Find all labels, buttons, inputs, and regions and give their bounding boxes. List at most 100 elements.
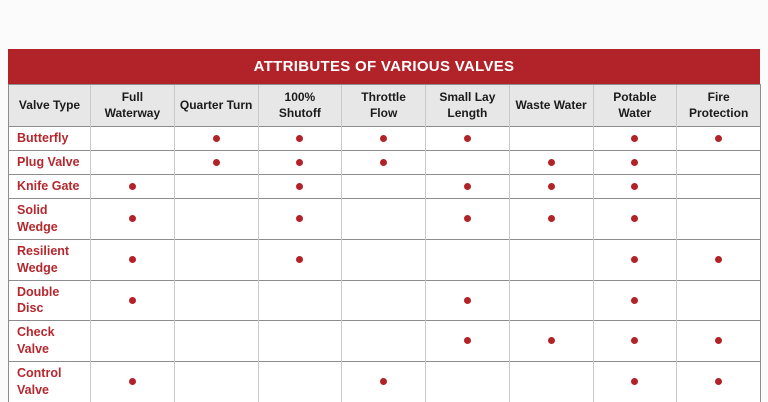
row-label: Double Disc — [8, 279, 91, 321]
attribute-cell — [257, 150, 342, 175]
dot-icon — [631, 158, 639, 166]
attribute-cell — [257, 126, 342, 151]
dot-icon — [128, 215, 136, 223]
attribute-cell — [90, 279, 175, 321]
attribute-cell — [257, 174, 342, 199]
table-row: Resilient Wedge — [8, 238, 761, 280]
attribute-cell — [257, 320, 342, 362]
dot-icon — [128, 378, 136, 386]
dot-icon — [296, 255, 304, 263]
attribute-cell — [341, 238, 426, 280]
dot-icon — [631, 215, 639, 223]
attribute-cell — [90, 238, 175, 280]
attribute-cell — [173, 320, 258, 362]
attribute-cell — [425, 361, 510, 402]
attribute-cell — [508, 150, 593, 175]
attribute-cell — [508, 198, 593, 240]
attribute-cell — [508, 174, 593, 199]
column-header: Valve Type — [8, 84, 91, 127]
attribute-cell — [341, 174, 426, 199]
dot-icon — [463, 182, 471, 190]
attribute-cell — [90, 320, 175, 362]
valves-table: Valve Type Full Waterway Quarter Turn 100% … — [8, 84, 761, 402]
attribute-cell — [341, 320, 426, 362]
attribute-cell — [173, 150, 258, 175]
attribute-cell — [676, 320, 761, 362]
attribute-cell — [676, 279, 761, 321]
dot-icon — [631, 378, 639, 386]
table-header: Valve Type Full Waterway Quarter Turn 100% … — [8, 84, 761, 127]
attribute-cell — [676, 174, 761, 199]
attribute-cell — [257, 361, 342, 402]
dot-icon — [463, 337, 471, 345]
attribute-cell — [257, 198, 342, 240]
attribute-cell — [425, 126, 510, 151]
dot-icon — [128, 182, 136, 190]
table-row: Plug Valve — [8, 150, 761, 175]
dot-icon — [296, 158, 304, 166]
dot-icon — [547, 337, 555, 345]
attribute-cell — [173, 279, 258, 321]
dot-icon — [380, 378, 388, 386]
dot-icon — [547, 158, 555, 166]
dot-icon — [212, 158, 220, 166]
attribute-cell — [257, 238, 342, 280]
column-header: 100% Shutoff — [257, 84, 342, 127]
attribute-cell — [508, 238, 593, 280]
table-row: Solid Wedge — [8, 198, 761, 240]
column-header: Small Lay Length — [425, 84, 510, 127]
attribute-cell — [592, 279, 677, 321]
row-label: Resilient Wedge — [8, 238, 91, 280]
attribute-cell — [341, 361, 426, 402]
row-label: Solid Wedge — [8, 198, 91, 240]
attribute-cell — [592, 174, 677, 199]
attribute-cell — [425, 198, 510, 240]
attribute-cell — [508, 361, 593, 402]
dot-icon — [715, 337, 723, 345]
attribute-cell — [592, 150, 677, 175]
attribute-cell — [341, 126, 426, 151]
attribute-cell — [508, 320, 593, 362]
dot-icon — [631, 296, 639, 304]
attribute-cell — [676, 361, 761, 402]
row-label: Control Valve — [8, 361, 91, 402]
dot-icon — [212, 134, 220, 142]
column-header: Potable Water — [592, 84, 677, 127]
dot-icon — [463, 215, 471, 223]
dot-icon — [463, 296, 471, 304]
dot-icon — [547, 182, 555, 190]
dot-icon — [715, 255, 723, 263]
attribute-cell — [173, 238, 258, 280]
column-header: Full Waterway — [90, 84, 175, 127]
table-row: Control Valve — [8, 361, 761, 402]
dot-icon — [631, 134, 639, 142]
dot-icon — [715, 378, 723, 386]
attribute-cell — [425, 150, 510, 175]
attribute-cell — [508, 126, 593, 151]
dot-icon — [380, 158, 388, 166]
dot-icon — [296, 134, 304, 142]
row-label: Plug Valve — [8, 150, 91, 175]
dot-icon — [463, 134, 471, 142]
attribute-cell — [341, 279, 426, 321]
attribute-cell — [90, 361, 175, 402]
column-header: Quarter Turn — [173, 84, 258, 127]
attribute-cell — [425, 279, 510, 321]
table-body: Butterfly Plug Valve Knife Gate Solid Wedge… — [8, 126, 761, 402]
attribute-cell — [173, 126, 258, 151]
attribute-cell — [676, 238, 761, 280]
header-row: Valve Type Full Waterway Quarter Turn 100% … — [8, 84, 761, 127]
attribute-cell — [676, 126, 761, 151]
table-row: Check Valve — [8, 320, 761, 362]
column-header: Fire Protection — [676, 84, 761, 127]
attribute-cell — [341, 150, 426, 175]
attribute-cell — [425, 320, 510, 362]
attribute-cell — [592, 361, 677, 402]
row-label: Knife Gate — [8, 174, 91, 199]
attribute-cell — [676, 198, 761, 240]
attribute-cell — [592, 198, 677, 240]
attribute-cell — [592, 320, 677, 362]
attribute-cell — [341, 198, 426, 240]
attribute-cell — [425, 238, 510, 280]
attribute-cell — [257, 279, 342, 321]
